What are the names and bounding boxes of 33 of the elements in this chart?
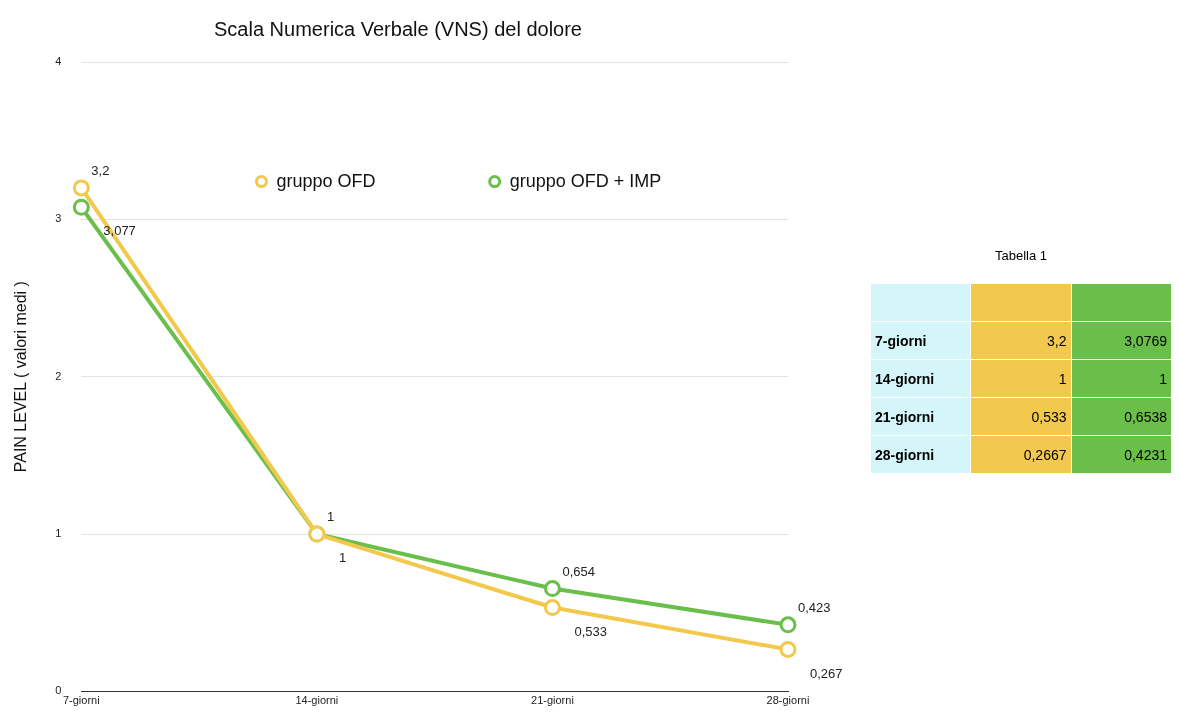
text: 1 <box>1071 359 1172 398</box>
y-tick-label: 4 <box>55 55 62 68</box>
category-label: 28-giorni <box>875 446 935 463</box>
text: Tabella 1 <box>993 248 1048 263</box>
data-label: 1 <box>338 550 347 566</box>
x-tick-label: 7-giorni <box>62 694 100 707</box>
y-tick-label: 0 <box>55 684 62 697</box>
data-label: 0,533 <box>574 623 607 639</box>
category-label: 14-giorni <box>875 370 935 387</box>
data-label: 0,267 <box>810 665 843 681</box>
text: 0,2667 <box>970 435 1072 474</box>
text: 0,4231 <box>1071 435 1172 474</box>
data-label: 1 <box>326 509 335 525</box>
x-tick-label: 14-giorni <box>295 694 339 707</box>
y-tick-label: 3 <box>55 212 62 225</box>
y-tick-label: 1 <box>55 527 62 540</box>
x-tick-label: 28-giorni <box>766 694 810 707</box>
chart-title: Scala Numerica Verbale (VNS) del dolore <box>214 17 582 40</box>
category-label: 7-giorni <box>875 332 927 349</box>
category-label: 21-giorni <box>875 408 935 425</box>
y-tick-label: 2 <box>55 369 62 382</box>
legend-label: gruppo OFD + IMP <box>509 170 662 191</box>
data-label: 0,654 <box>562 563 595 579</box>
data-label: 0,423 <box>798 599 831 615</box>
x-tick-label: 21-giorni <box>531 694 574 707</box>
y-axis-title: PAIN LEVEL ( valori medi ) <box>12 281 30 473</box>
text: 3,0769 <box>1071 321 1172 360</box>
text: 3,2 <box>970 321 1072 360</box>
text: 0,533 <box>970 397 1072 436</box>
legend-label: gruppo OFD <box>276 170 376 191</box>
text: 1 <box>970 359 1072 398</box>
data-label: 3,2 <box>91 162 110 178</box>
text: 0,6538 <box>1071 397 1172 436</box>
